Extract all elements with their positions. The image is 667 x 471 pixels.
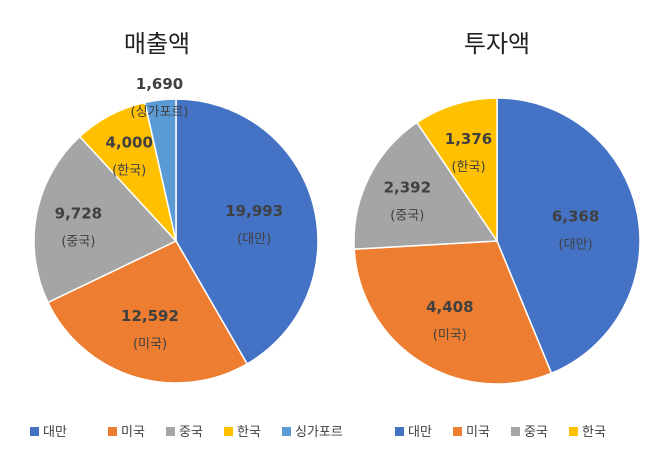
data-label-category-korea: (한국) [112,164,146,179]
chart-title: 매출액 [124,30,190,58]
data-label-value-usa: 12,592 [121,307,179,325]
pie-slices [353,97,641,385]
data-labels: 19,993 (대만) 12,592 (미국) 9,728 (중국) 4,000 (한국) 1,… [55,75,283,352]
legend-item-singapore: 싱가포르 [282,425,343,440]
legend-swatch [569,427,578,436]
legend-swatch [30,427,39,436]
legend: 대만 미국 중국 한국 [395,425,606,440]
revenue-pie-chart: 매출액 19,993 (대만) 12,592 (미국) 9,728 (중국) 4,000 (한… [30,30,343,440]
legend-swatch [395,427,404,436]
data-label-value-china: 9,728 [55,204,102,222]
data-label-value-china: 2,392 [384,179,431,197]
investment-pie-chart: 투자액 6,368 (대만) 4,408 (미국) 2,392 (중국) 1,376 (한국)… [353,30,641,440]
data-label-category-china: (중국) [390,209,424,224]
pie-slice-taiwan [496,97,641,375]
chart-title: 투자액 [464,30,530,58]
pie-slices [33,98,319,384]
data-label-value-korea: 1,376 [445,130,492,148]
pie-slice-usa [46,240,249,384]
pie-slice-usa [353,240,553,385]
data-label-category-taiwan: (대만) [237,232,271,247]
data-label-value-taiwan: 19,993 [225,202,283,220]
legend-label: 중국 [179,425,203,440]
legend-label: 대만 [43,425,67,440]
data-label-category-korea: (한국) [451,160,485,175]
pie-slice-singapore [143,98,177,242]
legend-label: 중국 [524,425,548,440]
legend-swatch [224,427,233,436]
legend-label: 미국 [121,425,145,440]
legend-label: 대만 [408,425,432,440]
pie-slice-korea [415,97,498,244]
legend-item-korea: 한국 [569,425,606,440]
data-labels: 6,368 (대만) 4,408 (미국) 2,392 (중국) 1,376 (한국) [384,130,600,343]
legend-item-usa: 미국 [108,425,145,440]
legend-swatch [282,427,291,436]
legend-item-taiwan: 대만 [395,425,432,440]
legend-label: 한국 [237,425,261,440]
legend-swatch [453,427,462,436]
data-label-value-usa: 4,408 [426,298,473,316]
legend-swatch [166,427,175,436]
legend-item-korea: 한국 [224,425,261,440]
legend-swatch [511,427,520,436]
legend-swatch [108,427,117,436]
data-label-category-singapore: (싱가포르) [131,105,189,120]
data-label-category-usa: (미국) [433,328,467,343]
data-label-category-china: (중국) [61,234,95,249]
data-label-value-taiwan: 6,368 [552,208,599,226]
legend-item-usa: 미국 [453,425,490,440]
data-label-category-usa: (미국) [133,337,167,352]
legend-item-china: 중국 [166,425,203,440]
pie-slice-china [353,121,499,250]
pie-slice-taiwan [175,98,319,365]
legend-label: 미국 [466,425,490,440]
legend-label: 한국 [582,425,606,440]
pie-slice-china [33,135,178,304]
legend-item-china: 중국 [511,425,548,440]
data-label-category-taiwan: (대만) [559,238,593,253]
legend-label: 싱가포르 [295,425,343,440]
legend: 대만 미국 중국 한국 싱가포르 [30,425,343,440]
data-label-value-singapore: 1,690 [136,75,183,93]
data-label-value-korea: 4,000 [105,134,152,152]
legend-item-taiwan: 대만 [30,425,67,440]
